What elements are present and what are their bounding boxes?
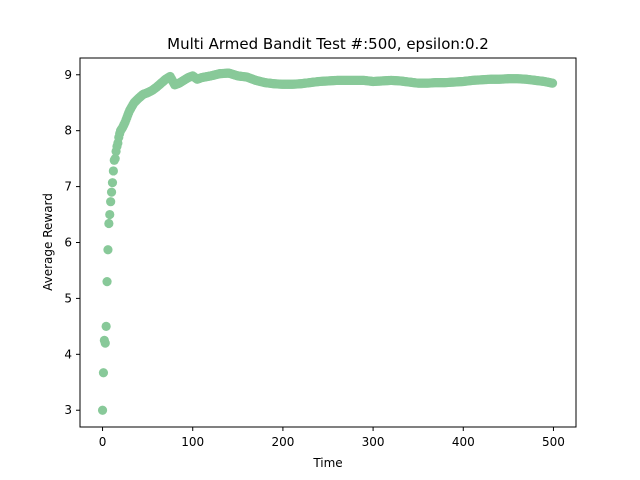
- y-tick-label: 3: [64, 403, 72, 417]
- x-tick-label: 100: [181, 435, 204, 449]
- data-point: [103, 245, 113, 255]
- data-point: [106, 187, 117, 197]
- y-tick-label: 7: [64, 180, 72, 194]
- y-axis-label: Average Reward: [41, 193, 55, 291]
- data-point: [100, 338, 110, 348]
- x-axis-ticks: 0 100 200 300 400 500: [99, 427, 565, 449]
- y-tick-label: 8: [64, 124, 72, 138]
- x-tick-label: 500: [542, 435, 565, 449]
- y-tick-label: 6: [64, 236, 72, 250]
- x-tick-label: 0: [99, 435, 107, 449]
- plot-frame: [79, 57, 577, 428]
- data-points: [97, 68, 558, 415]
- y-tick-label: 4: [64, 347, 72, 361]
- x-axis-label: Time: [312, 456, 342, 470]
- data-point: [104, 218, 114, 229]
- x-tick-label: 200: [271, 435, 294, 449]
- x-tick-label: 400: [452, 435, 475, 449]
- x-tick-label: 300: [362, 435, 385, 449]
- data-point: [106, 197, 116, 207]
- chart-title: Multi Armed Bandit Test #:500, epsilon:0…: [167, 35, 489, 53]
- data-point: [97, 405, 108, 415]
- data-point: [110, 154, 120, 164]
- data-point: [101, 321, 111, 331]
- data-point: [105, 209, 115, 220]
- data-point: [98, 368, 109, 378]
- y-tick-label: 9: [64, 68, 72, 82]
- data-point: [102, 277, 112, 287]
- data-point: [108, 166, 118, 176]
- y-axis-ticks: 3 4 5 6 7 8 9: [64, 68, 80, 417]
- data-point: [547, 78, 558, 88]
- data-point: [107, 178, 118, 188]
- y-tick-label: 5: [64, 291, 72, 305]
